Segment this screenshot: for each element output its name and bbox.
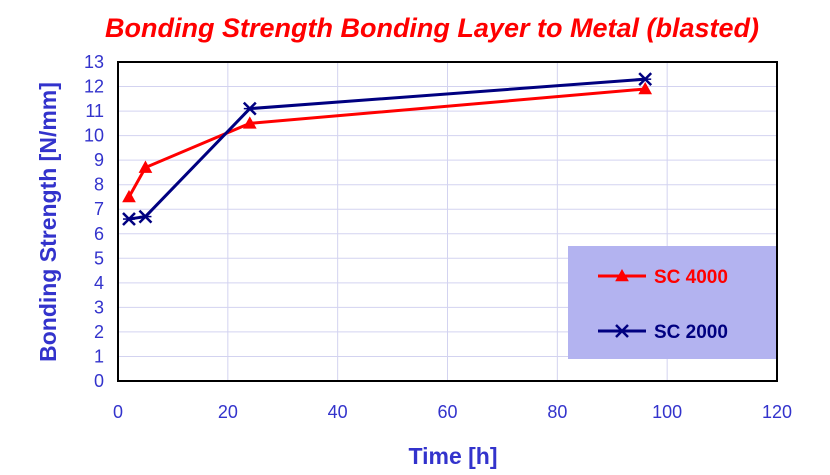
x-tick-label: 120 bbox=[762, 402, 792, 422]
y-tick-label: 3 bbox=[94, 297, 104, 317]
legend-label: SC 4000 bbox=[654, 267, 728, 288]
data-point-marker bbox=[138, 209, 153, 224]
data-point-marker bbox=[242, 101, 257, 116]
series-line bbox=[127, 87, 646, 198]
y-tick-label: 9 bbox=[94, 150, 104, 170]
y-tick-label: 5 bbox=[94, 248, 104, 268]
legend-item: SC 2000 bbox=[598, 322, 728, 343]
series-layer bbox=[122, 72, 653, 226]
y-tick-label: 4 bbox=[94, 273, 104, 293]
legend: SC 4000 SC 2000 bbox=[568, 246, 776, 359]
y-tick-label: 6 bbox=[94, 224, 104, 244]
data-point-marker bbox=[122, 189, 136, 203]
x-tick-label: 60 bbox=[437, 402, 457, 422]
x-tick-label: 80 bbox=[547, 402, 567, 422]
y-tick-label: 11 bbox=[85, 101, 104, 121]
series-line bbox=[128, 77, 646, 221]
y-tick-label: 13 bbox=[84, 52, 104, 72]
y-tick-label: 7 bbox=[94, 199, 104, 219]
y-tick-label: 8 bbox=[94, 175, 104, 195]
data-point-marker bbox=[138, 160, 153, 173]
series-sc-2000 bbox=[122, 72, 653, 226]
plot-area bbox=[117, 61, 778, 382]
data-point-marker bbox=[638, 72, 653, 87]
x-axis-title: Time [h] bbox=[408, 443, 497, 469]
x-tick-label: 100 bbox=[652, 402, 682, 422]
data-point-marker bbox=[122, 212, 136, 226]
y-axis-title: Bonding Strength [N/mm] bbox=[35, 82, 61, 362]
legend-box bbox=[568, 246, 776, 359]
data-point-marker bbox=[615, 268, 629, 282]
y-tick-label: 0 bbox=[94, 371, 104, 391]
y-tick-label: 10 bbox=[84, 126, 104, 146]
data-point-marker bbox=[242, 116, 257, 129]
legend-label: SC 2000 bbox=[654, 322, 728, 343]
x-tick-label: 40 bbox=[328, 402, 348, 422]
y-tick-label: 2 bbox=[94, 322, 104, 342]
series-sc-4000 bbox=[122, 81, 653, 203]
data-point-marker bbox=[638, 81, 653, 95]
grid bbox=[118, 62, 777, 381]
x-tick-label: 20 bbox=[218, 402, 238, 422]
data-point-marker bbox=[615, 324, 629, 338]
x-tick-label: 0 bbox=[113, 402, 123, 422]
legend-item: SC 4000 bbox=[598, 267, 728, 288]
chart-title: Bonding Strength Bonding Layer to Metal … bbox=[105, 13, 759, 43]
y-tick-label: 1 bbox=[94, 346, 104, 366]
y-tick-label: 12 bbox=[84, 77, 104, 97]
